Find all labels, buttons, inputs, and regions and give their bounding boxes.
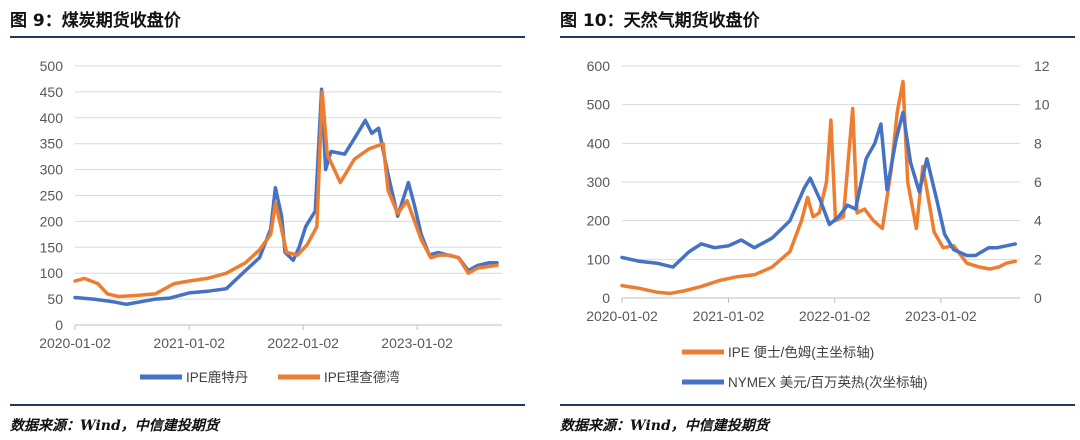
y2-tick-label: 0: [1034, 290, 1042, 306]
x-tick-label: 2021-01-02: [153, 335, 225, 351]
figure-9-source: 数据来源：Wind，中信建投期货: [10, 418, 219, 434]
figure-10-bottom-rule: [560, 404, 1075, 406]
legend-label: NYMEX 美元/百万英热(次坐标轴): [728, 374, 928, 390]
y-tick-label: 600: [587, 58, 611, 74]
figure-10-source: 数据来源：Wind，中信建投期货: [560, 418, 769, 434]
figure-9-panel: 图 9：煤炭期货收盘价 0 50 100 150 200 250 300 350 400 450 5…: [0, 0, 530, 440]
figure-10-title: 图 10：天然气期货收盘价: [560, 11, 760, 31]
y-tick-label: 400: [587, 135, 611, 151]
y2-tick-label: 6: [1034, 174, 1042, 190]
y-tick-label: 200: [587, 213, 611, 229]
legend-label: IPE理查德湾: [324, 369, 400, 385]
series-line-1: [73, 87, 499, 307]
figure-10-title-rule: [560, 36, 1075, 38]
y-tick-label: 400: [40, 110, 64, 126]
y-tick-label: 100: [40, 265, 64, 281]
y2-tick-label: 12: [1034, 58, 1050, 74]
y-tick-label: 0: [602, 290, 610, 306]
natural-gas-futures-chart: 0 100 200 300 400 500 600 0 2 4 6 8 10 12 2020-01-02 20…: [586, 58, 1050, 390]
y-tick-label: 150: [40, 239, 64, 255]
y-tick-label: 500: [40, 58, 64, 74]
y-tick-label: 50: [47, 291, 63, 307]
y2-tick-label: 8: [1034, 135, 1042, 151]
x-tick-label: 2023-01-02: [381, 335, 453, 351]
y-tick-label: 0: [55, 317, 63, 333]
series-line-2: [73, 90, 499, 299]
y-tick-label: 200: [40, 213, 64, 229]
legend-label: IPE鹿特丹: [186, 369, 248, 385]
figure-9-title-rule: [10, 36, 525, 38]
x-tick-label: 2022-01-02: [799, 308, 871, 324]
y-tick-label: 450: [40, 84, 64, 100]
x-tick-label: 2022-01-02: [267, 335, 339, 351]
y-tick-label: 250: [40, 188, 64, 204]
figure-10-panel: 图 10：天然气期货收盘价 0 100 200 300 400 500 600 0 2 4 6 8 10…: [550, 0, 1080, 440]
y2-tick-label: 4: [1034, 213, 1042, 229]
y2-tick-label: 2: [1034, 251, 1042, 267]
y-tick-label: 100: [587, 251, 611, 267]
x-tick-label: 2020-01-02: [586, 308, 658, 324]
y-tick-label: 300: [40, 162, 64, 178]
y-tick-label: 300: [587, 174, 611, 190]
x-tick-label: 2021-01-02: [693, 308, 765, 324]
y2-tick-label: 10: [1034, 97, 1050, 113]
legend-label: IPE 便士/色姆(主坐标轴): [728, 344, 874, 360]
figure-9-title: 图 9：煤炭期货收盘价: [10, 11, 181, 31]
x-tick-label: 2023-01-02: [905, 308, 977, 324]
y-tick-label: 500: [587, 97, 611, 113]
figure-9-bottom-rule: [10, 404, 525, 406]
y-tick-label: 350: [40, 136, 64, 152]
x-tick-label: 2020-01-02: [39, 335, 111, 351]
series-line-2: [620, 110, 1018, 269]
coal-futures-chart: 0 50 100 150 200 250 300 350 400 450 500 2020-01-02…: [39, 58, 502, 385]
